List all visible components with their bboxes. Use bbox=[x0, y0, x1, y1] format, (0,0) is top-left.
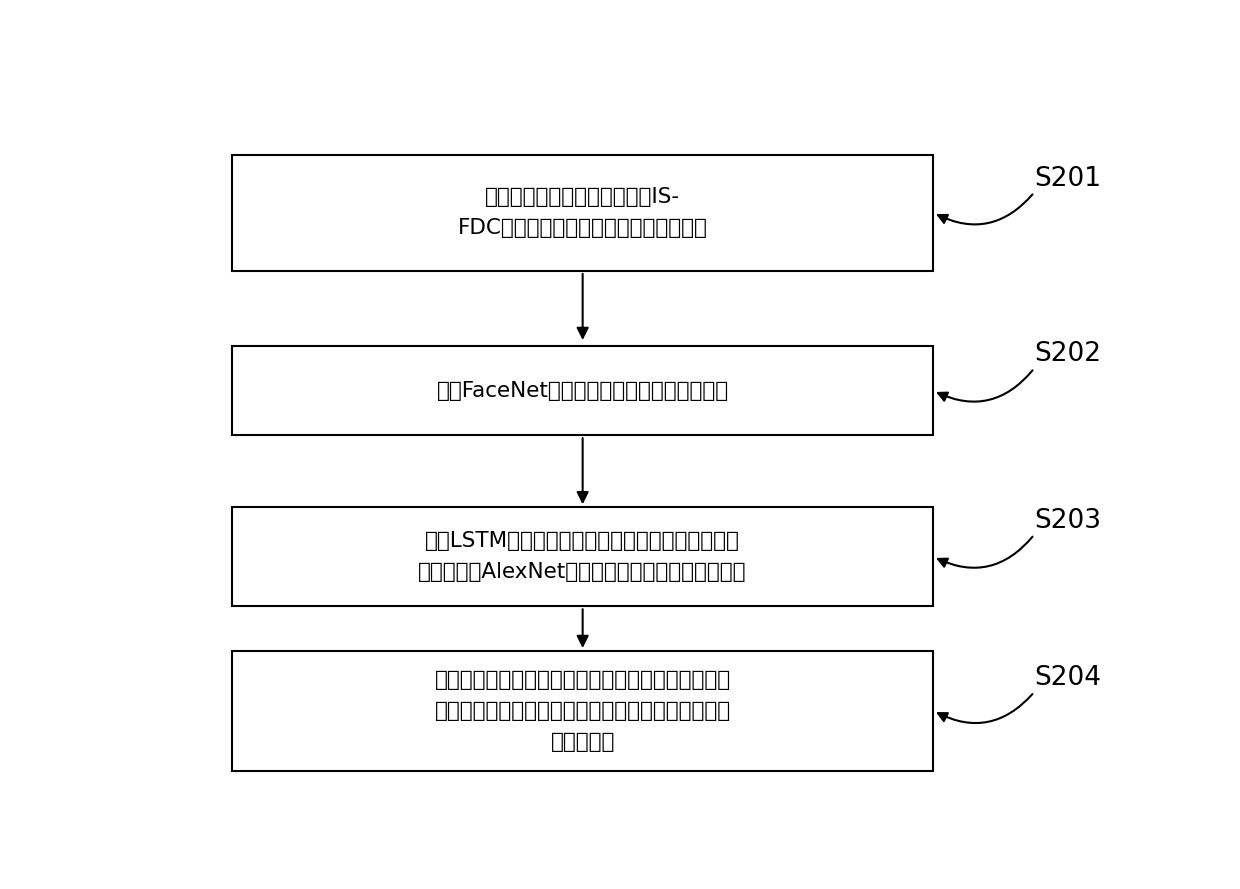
Text: S203: S203 bbox=[1034, 508, 1101, 533]
Text: 利用FaceNet模型提取静态帧图像的脸部特征: 利用FaceNet模型提取静态帧图像的脸部特征 bbox=[436, 380, 729, 401]
Text: 将脸部特征与微表情特征拼接获得最终脸部特征，根
据人脸库中存储的人脸标签确定该最终脸部特征对应
的人脸标签: 将脸部特征与微表情特征拼接获得最终脸部特征，根 据人脸库中存储的人脸标签确定该最… bbox=[434, 669, 730, 752]
FancyBboxPatch shape bbox=[232, 507, 934, 606]
FancyBboxPatch shape bbox=[232, 651, 934, 771]
Text: S204: S204 bbox=[1034, 665, 1101, 692]
FancyBboxPatch shape bbox=[232, 155, 934, 271]
Text: 利用LSTM网络提取人脸视频的行为特征后，将行为
特征输入至AlexNet模型中，经提取获得微表情特征: 利用LSTM网络提取人脸视频的行为特征后，将行为 特征输入至AlexNet模型中… bbox=[418, 531, 746, 582]
FancyBboxPatch shape bbox=[232, 346, 934, 436]
Text: S201: S201 bbox=[1034, 165, 1101, 191]
Text: S202: S202 bbox=[1034, 341, 1101, 367]
Text: 将人脸视频截取成帧图像，经IS-
FDC分割后添加人脸标签，以建立人脸库: 将人脸视频截取成帧图像，经IS- FDC分割后添加人脸标签，以建立人脸库 bbox=[458, 188, 708, 238]
